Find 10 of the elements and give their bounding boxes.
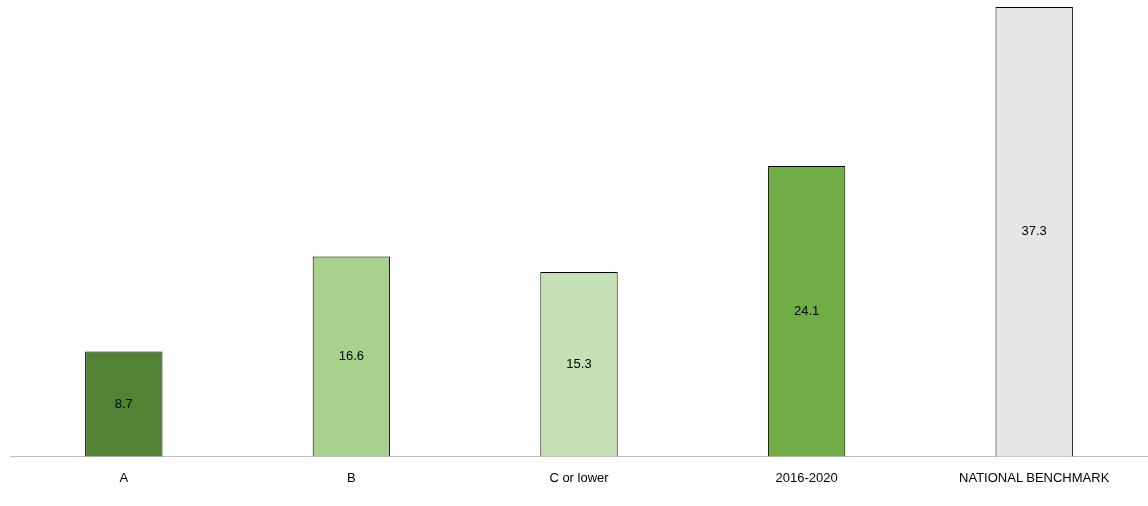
data-label: 24.1: [793, 302, 820, 318]
x-tick-label: 2016-2020: [775, 469, 838, 485]
x-tick-label: A: [119, 469, 129, 485]
data-label: 15.3: [566, 355, 592, 371]
data-label: 37.3: [1021, 223, 1047, 239]
x-tick-label: NATIONAL BENCHMARK: [959, 469, 1110, 485]
data-label: 16.6: [338, 347, 365, 363]
x-tick-label: C or lower: [549, 469, 610, 485]
data-label: 8.7: [114, 395, 133, 411]
x-tick-label: B: [347, 469, 356, 485]
